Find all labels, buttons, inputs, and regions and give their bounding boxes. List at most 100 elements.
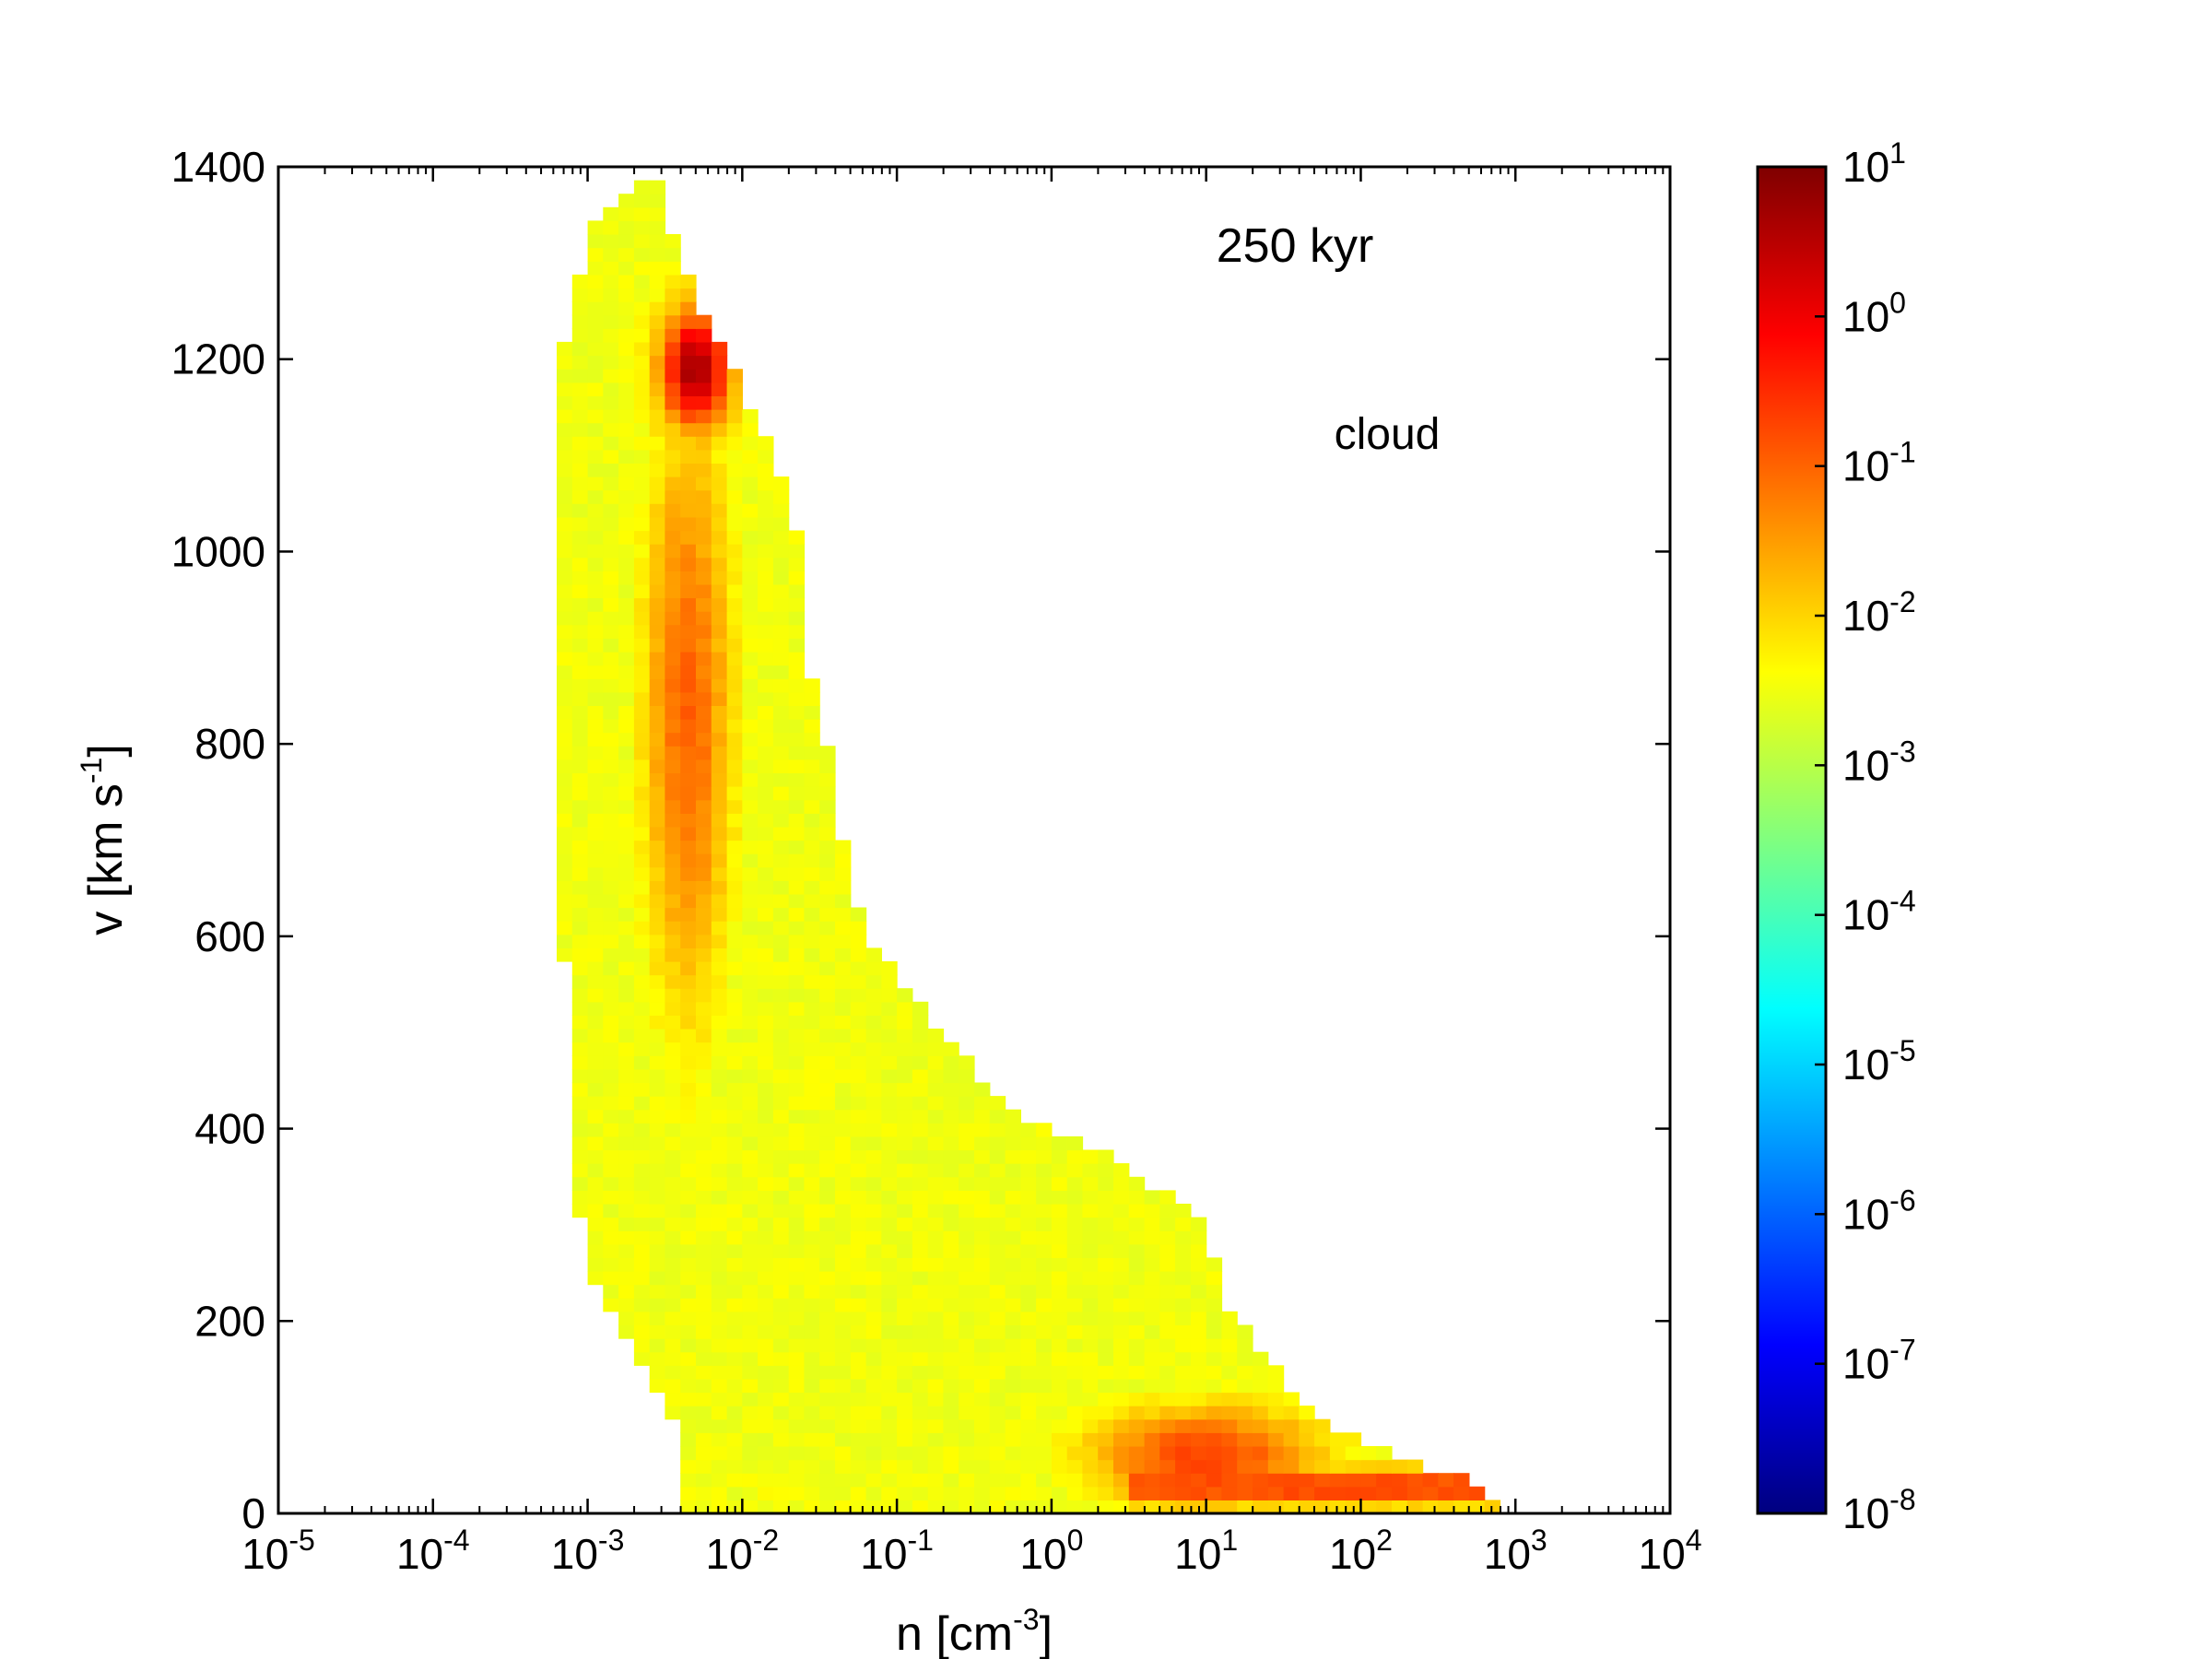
- heatmap-cell: [1159, 1486, 1176, 1500]
- heatmap-cell: [758, 1149, 774, 1164]
- heatmap-cell: [1036, 1365, 1053, 1380]
- heatmap-cell: [557, 840, 573, 854]
- heatmap-cell: [1036, 1149, 1053, 1164]
- heatmap-cell: [571, 503, 589, 518]
- heatmap-cell: [1221, 1432, 1238, 1447]
- heatmap-cell: [850, 1109, 867, 1124]
- heatmap-cell: [1098, 1365, 1114, 1380]
- heatmap-cell: [1144, 1406, 1160, 1420]
- heatmap-cell: [696, 1096, 712, 1111]
- heatmap-cell: [927, 1149, 945, 1164]
- heatmap-cell: [603, 611, 619, 626]
- heatmap-cell: [557, 409, 573, 424]
- heatmap-cell: [649, 866, 666, 881]
- heatmap-cell: [633, 449, 651, 464]
- heatmap-cell: [665, 691, 681, 706]
- heatmap-cell: [680, 1365, 697, 1380]
- heatmap-cell: [571, 988, 589, 1003]
- heatmap-cell: [772, 799, 790, 814]
- heatmap-cell: [772, 597, 790, 612]
- heatmap-cell: [618, 489, 635, 504]
- heatmap-cell: [912, 1432, 929, 1447]
- heatmap-cell: [1206, 1338, 1223, 1353]
- heatmap-cell: [571, 341, 589, 357]
- heatmap-cell: [758, 1365, 774, 1380]
- heatmap-cell: [1036, 1135, 1053, 1151]
- heatmap-cell: [633, 1015, 651, 1030]
- heatmap-cell: [772, 1365, 790, 1380]
- heatmap-cell: [711, 477, 728, 491]
- heatmap-cell: [758, 1176, 774, 1191]
- heatmap-cell: [726, 1351, 743, 1366]
- heatmap-cell: [665, 234, 681, 249]
- heatmap-cell: [850, 1176, 867, 1191]
- heatmap-cell: [772, 786, 790, 801]
- heatmap-cell: [571, 1163, 589, 1178]
- heatmap-cell: [897, 1041, 913, 1056]
- heatmap-cell: [696, 395, 712, 410]
- heatmap-cell: [680, 571, 697, 585]
- heatmap-cell: [974, 1432, 991, 1447]
- heatmap-cell: [788, 772, 806, 787]
- heatmap-cell: [865, 947, 882, 962]
- heatmap-cell: [1098, 1311, 1114, 1325]
- heatmap-cell: [1144, 1217, 1160, 1231]
- heatmap-cell: [819, 759, 836, 773]
- heatmap-cell: [1020, 1176, 1037, 1191]
- heatmap-cell: [633, 638, 651, 653]
- heatmap-cell: [726, 746, 743, 760]
- heatmap-cell: [696, 1230, 712, 1245]
- heatmap-cell: [850, 907, 867, 922]
- heatmap-cell: [1128, 1338, 1146, 1353]
- heatmap-cell: [618, 449, 635, 464]
- heatmap-cell: [649, 799, 666, 814]
- heatmap-cell: [742, 503, 759, 518]
- heatmap-cell: [711, 1338, 728, 1353]
- heatmap-cell: [1051, 1418, 1068, 1433]
- heatmap-cell: [865, 1068, 882, 1084]
- heatmap-cell: [1051, 1298, 1068, 1312]
- heatmap-cell: [665, 1055, 681, 1070]
- heatmap-cell: [557, 893, 573, 909]
- heatmap-cell: [865, 1378, 882, 1394]
- heatmap-cell: [819, 866, 836, 881]
- heatmap-cell: [665, 719, 681, 734]
- heatmap-cell: [819, 1365, 836, 1380]
- heatmap-cell: [1438, 1486, 1454, 1500]
- heatmap-cell: [1406, 1473, 1424, 1488]
- heatmap-cell: [665, 1392, 681, 1406]
- heatmap-cell: [696, 746, 712, 760]
- heatmap-cell: [1113, 1204, 1130, 1218]
- heatmap-cell: [571, 759, 589, 773]
- heatmap-cell: [696, 489, 712, 504]
- heatmap-cell: [1082, 1163, 1099, 1178]
- heatmap-cell: [1267, 1500, 1285, 1514]
- heatmap-cell: [742, 1271, 759, 1286]
- heatmap-cell: [1082, 1204, 1099, 1218]
- heatmap-cell: [850, 1392, 867, 1406]
- heatmap-cell: [711, 1378, 728, 1394]
- heatmap-cell: [726, 1109, 743, 1124]
- heatmap-cell: [1175, 1378, 1192, 1394]
- heatmap-cell: [633, 422, 651, 437]
- heatmap-cell: [680, 597, 697, 612]
- heatmap-cell: [680, 665, 697, 679]
- heatmap-cell: [772, 826, 790, 841]
- heatmap-cell: [1082, 1351, 1099, 1366]
- heatmap-cell: [912, 1217, 929, 1231]
- heatmap-cell: [742, 1486, 759, 1500]
- heatmap-cell: [649, 557, 666, 571]
- heatmap-cell: [943, 1082, 959, 1097]
- heatmap-cell: [772, 1041, 790, 1056]
- heatmap-cell: [1051, 1243, 1068, 1258]
- heatmap-cell: [1283, 1500, 1300, 1514]
- heatmap-cell: [696, 341, 712, 357]
- heatmap-cell: [850, 974, 867, 989]
- heatmap-cell: [633, 1338, 651, 1353]
- heatmap-cell: [1128, 1500, 1146, 1514]
- heatmap-cell: [680, 1311, 697, 1325]
- heatmap-cell: [1190, 1217, 1207, 1231]
- heatmap-cell: [758, 449, 774, 464]
- heatmap-cell: [742, 826, 759, 841]
- heatmap-cell: [1066, 1243, 1084, 1258]
